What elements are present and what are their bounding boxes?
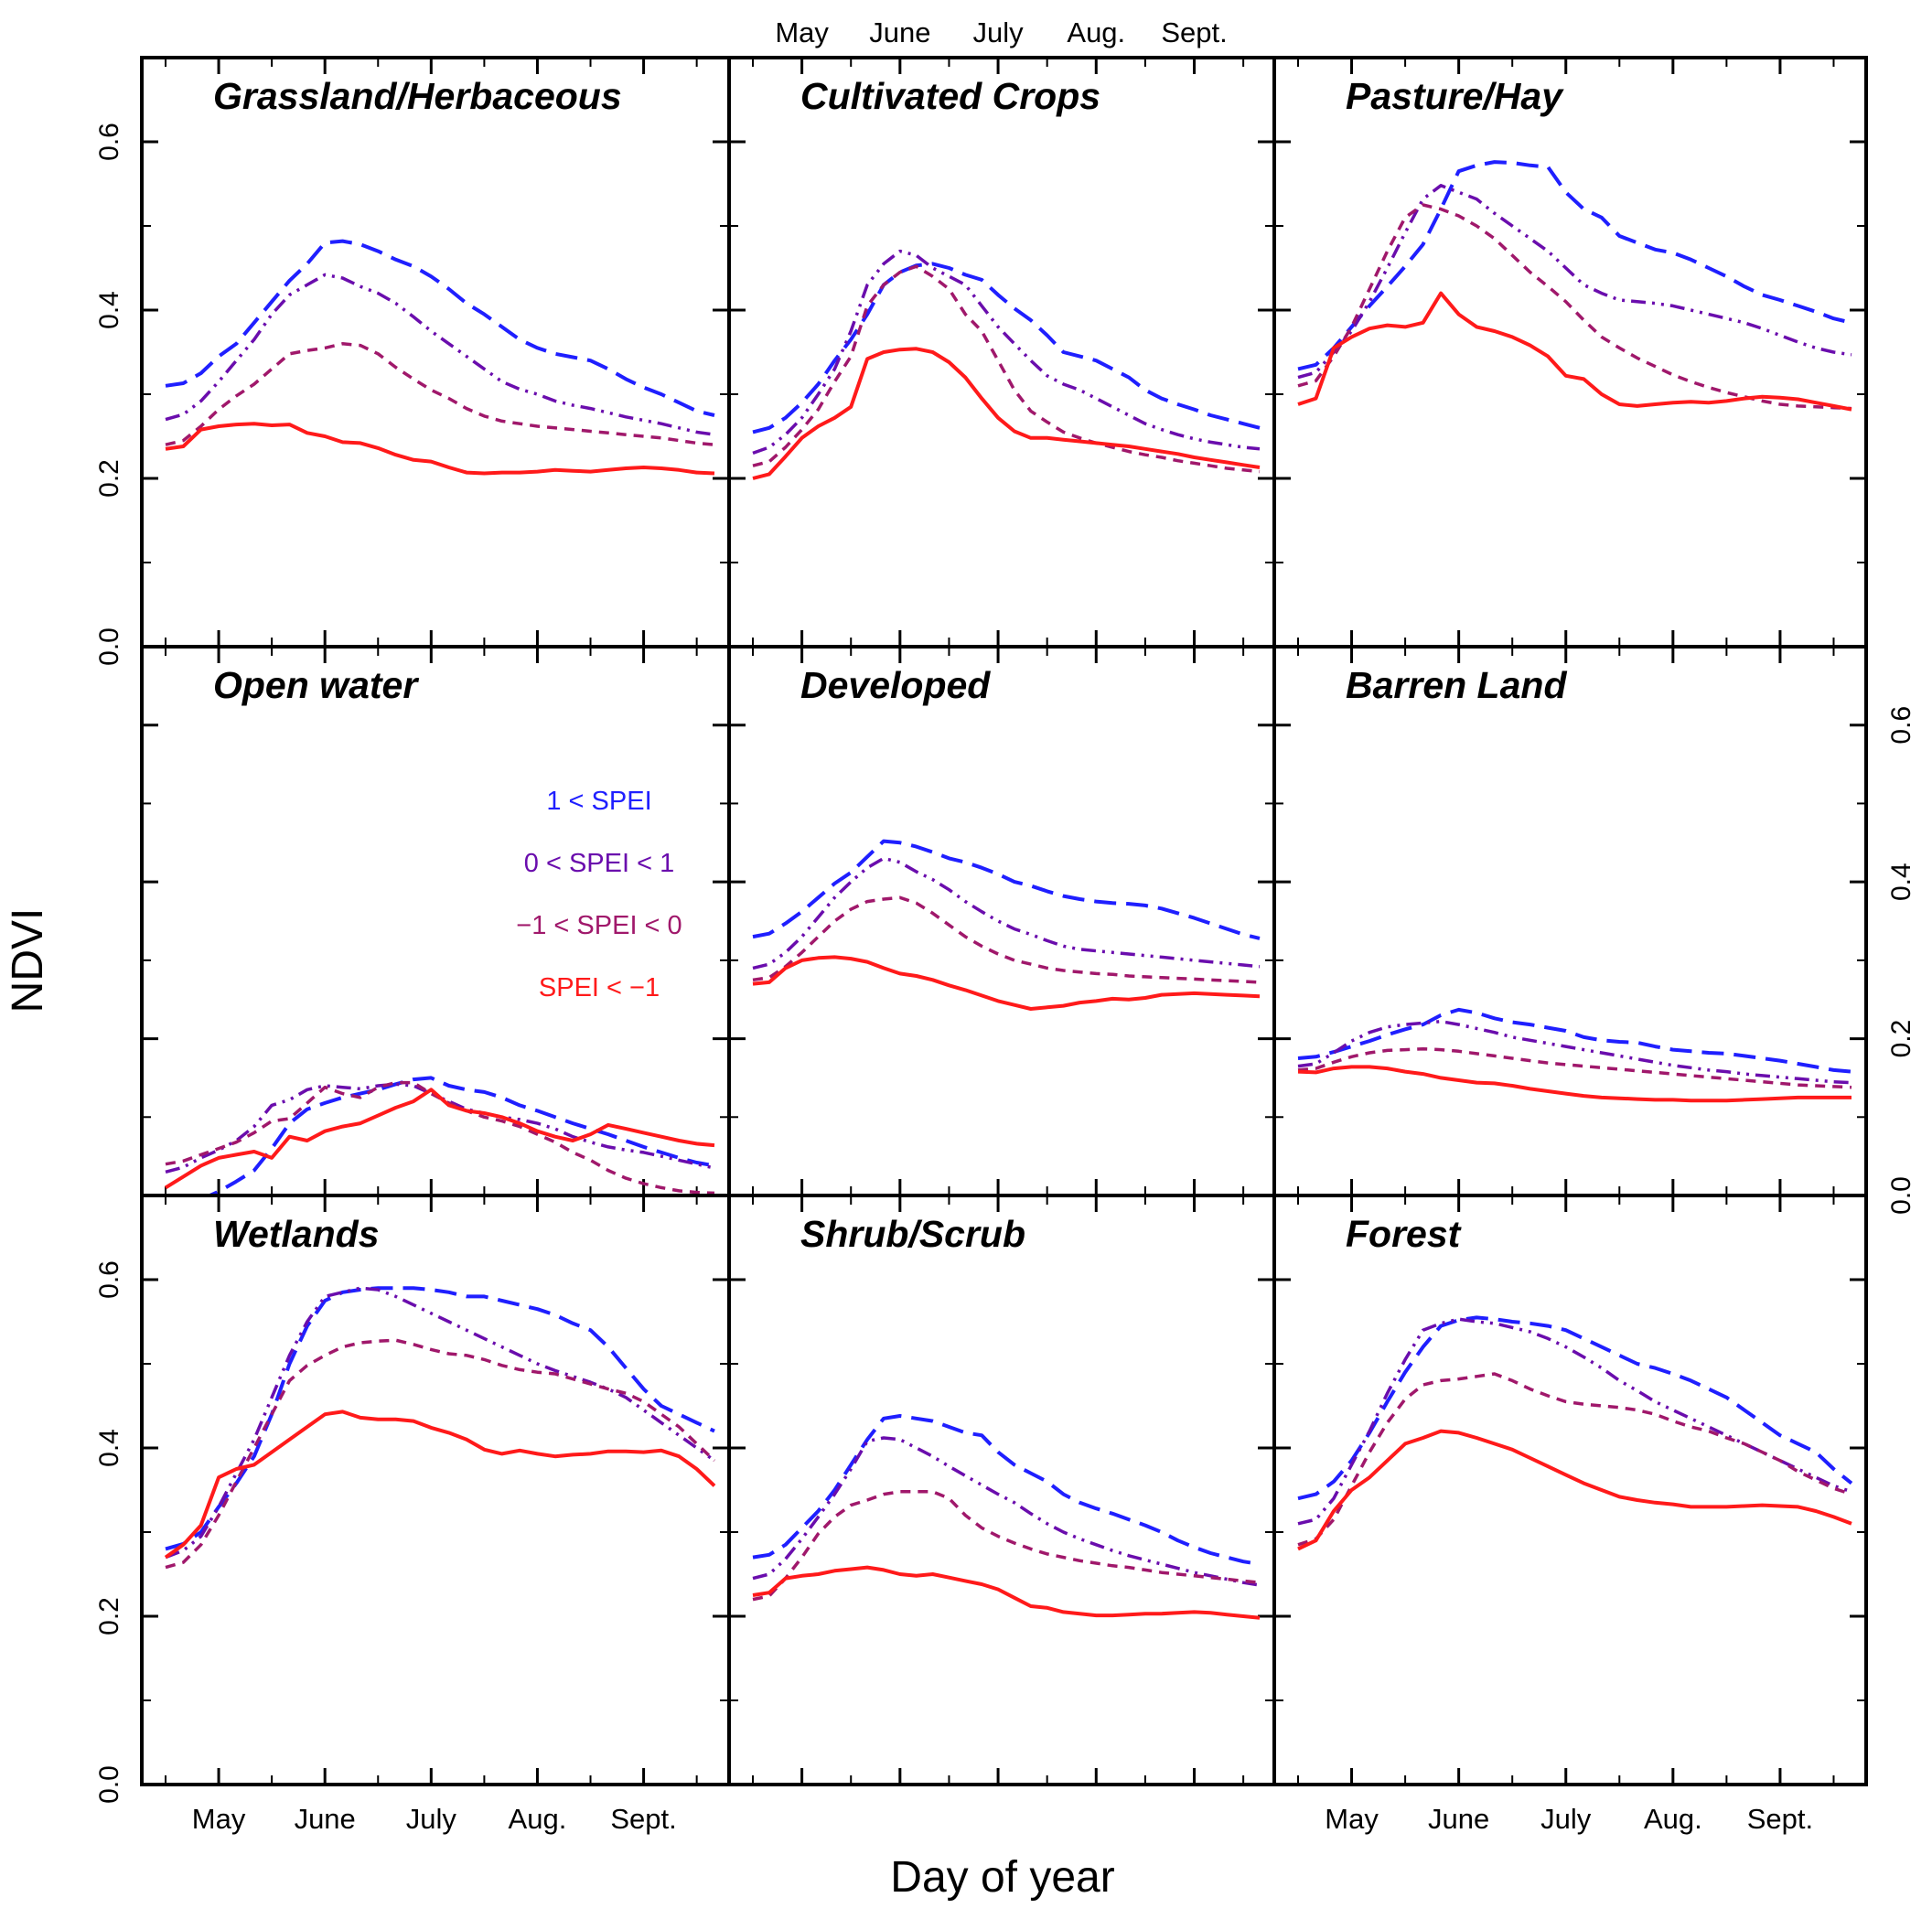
series-line-spei-neg1-to-0	[165, 342, 715, 446]
series-line-spei-lt-neg1	[164, 1088, 715, 1190]
series-line-spei-0-to-1	[752, 249, 1261, 456]
x-tick-label: July	[406, 1803, 457, 1835]
series-line-spei-neg1-to-0	[1297, 1046, 1852, 1089]
series-line-spei-lt-neg1	[752, 1565, 1261, 1620]
panel-title: Cultivated Crops	[800, 75, 1100, 117]
series-line-spei-lt-neg1	[1297, 291, 1852, 412]
series-line-spei-0-to-1	[165, 1082, 715, 1174]
panel-title: Forest	[1346, 1213, 1463, 1255]
y-tick-label: 0.0	[94, 1765, 124, 1804]
x-tick-label: May	[1325, 1803, 1379, 1835]
series-line-spei-0-to-1	[1297, 184, 1852, 380]
x-tick-label: July	[972, 16, 1024, 48]
series-line-spei-neg1-to-0	[1297, 1372, 1852, 1547]
panel-open-water: Open water	[142, 646, 729, 1197]
panel-title: Barren Land	[1346, 664, 1567, 706]
legend-entry: SPEI < −1	[539, 973, 660, 1002]
panel-forest: Forest	[1274, 1195, 1866, 1786]
series-line-spei-gt-1	[752, 1414, 1261, 1566]
panel-wetlands: Wetlands 0.0 0.2 0.4 0.6	[94, 1195, 729, 1804]
legend-entry: −1 < SPEI < 0	[516, 911, 682, 940]
y-tick-label: 0.4	[94, 291, 124, 329]
plot-border	[140, 56, 1868, 1786]
y-tick-label: 0.2	[94, 459, 124, 498]
series-line-spei-lt-neg1	[1297, 1429, 1852, 1551]
y-tick-label: 0.4	[94, 1429, 124, 1467]
y-tick-label: 0.0	[1886, 1176, 1916, 1215]
series-line-spei-neg1-to-0	[165, 1338, 716, 1570]
panel-title: Open water	[213, 664, 419, 706]
x-tick-label: Sept.	[1161, 16, 1227, 48]
series-line-spei-neg1-to-0	[752, 895, 1261, 984]
series-line-spei-0-to-1	[165, 273, 715, 436]
series-line-spei-lt-neg1	[165, 422, 715, 476]
series-line-spei-lt-neg1	[164, 1410, 716, 1560]
x-tick-label: Sept.	[610, 1803, 676, 1835]
series-line-spei-gt-1	[165, 1286, 715, 1551]
legend-entry: 1 < SPEI	[546, 787, 651, 816]
y-tick-label: 0.2	[1886, 1020, 1916, 1058]
series-line-spei-0-to-1	[165, 1286, 716, 1560]
panel-title: Pasture/Hay	[1346, 75, 1564, 117]
panel-frame: May June July Aug. Sept. May June July Aug. Sept.…	[140, 16, 1868, 1835]
legend-entry: 0 < SPEI < 1	[524, 849, 674, 878]
series-line-spei-gt-1	[205, 1076, 715, 1195]
y-axis-label: NDVI	[4, 908, 52, 1013]
series-line-spei-0-to-1	[752, 1436, 1261, 1587]
series-line-spei-gt-1	[1297, 160, 1852, 371]
x-tick-label: June	[869, 16, 930, 48]
series-line-spei-0-to-1	[1297, 1317, 1852, 1526]
panel-cultivated-crops: Cultivated Crops	[729, 57, 1274, 649]
series-line-spei-neg1-to-0	[752, 264, 1261, 474]
series-line-spei-lt-neg1	[1297, 1065, 1852, 1103]
y-tick-label: 0.4	[1886, 863, 1916, 901]
x-tick-label: June	[1428, 1803, 1489, 1835]
x-tick-label: May	[192, 1803, 246, 1835]
series-line-spei-gt-1	[1297, 1315, 1853, 1501]
x-tick-label: Sept.	[1747, 1803, 1813, 1835]
panel-developed: Developed	[729, 646, 1274, 1197]
x-tick-label: Aug.	[1644, 1803, 1702, 1835]
panel-title: Grassland/Herbaceous	[213, 75, 622, 117]
x-axis-label: Day of year	[890, 1853, 1114, 1902]
y-tick-label: 0.0	[94, 627, 124, 666]
x-tick-label: May	[775, 16, 829, 48]
series-line-spei-neg1-to-0	[752, 1490, 1261, 1602]
y-tick-label: 0.2	[94, 1597, 124, 1635]
panel-title: Wetlands	[213, 1213, 380, 1255]
y-tick-label: 0.6	[94, 1260, 124, 1299]
series-line-spei-gt-1	[752, 262, 1261, 434]
series-line-spei-0-to-1	[1297, 1019, 1852, 1085]
legend: 1 < SPEI 0 < SPEI < 1 −1 < SPEI < 0 SPEI < …	[516, 787, 682, 1002]
x-tick-label: Aug.	[509, 1803, 567, 1835]
x-tick-label: Aug.	[1067, 16, 1125, 48]
panel-title: Shrub/Scrub	[800, 1213, 1025, 1255]
y-tick-label: 0.6	[94, 123, 124, 161]
y-tick-label: 0.6	[1886, 706, 1916, 745]
x-tick-label: July	[1540, 1803, 1592, 1835]
series-line-spei-gt-1	[165, 239, 715, 417]
series-line-spei-lt-neg1	[752, 955, 1261, 1011]
panel-title: Developed	[800, 664, 991, 706]
series-line-spei-gt-1	[752, 839, 1261, 940]
series-line-spei-lt-neg1	[752, 347, 1261, 480]
x-tick-label: June	[295, 1803, 356, 1835]
